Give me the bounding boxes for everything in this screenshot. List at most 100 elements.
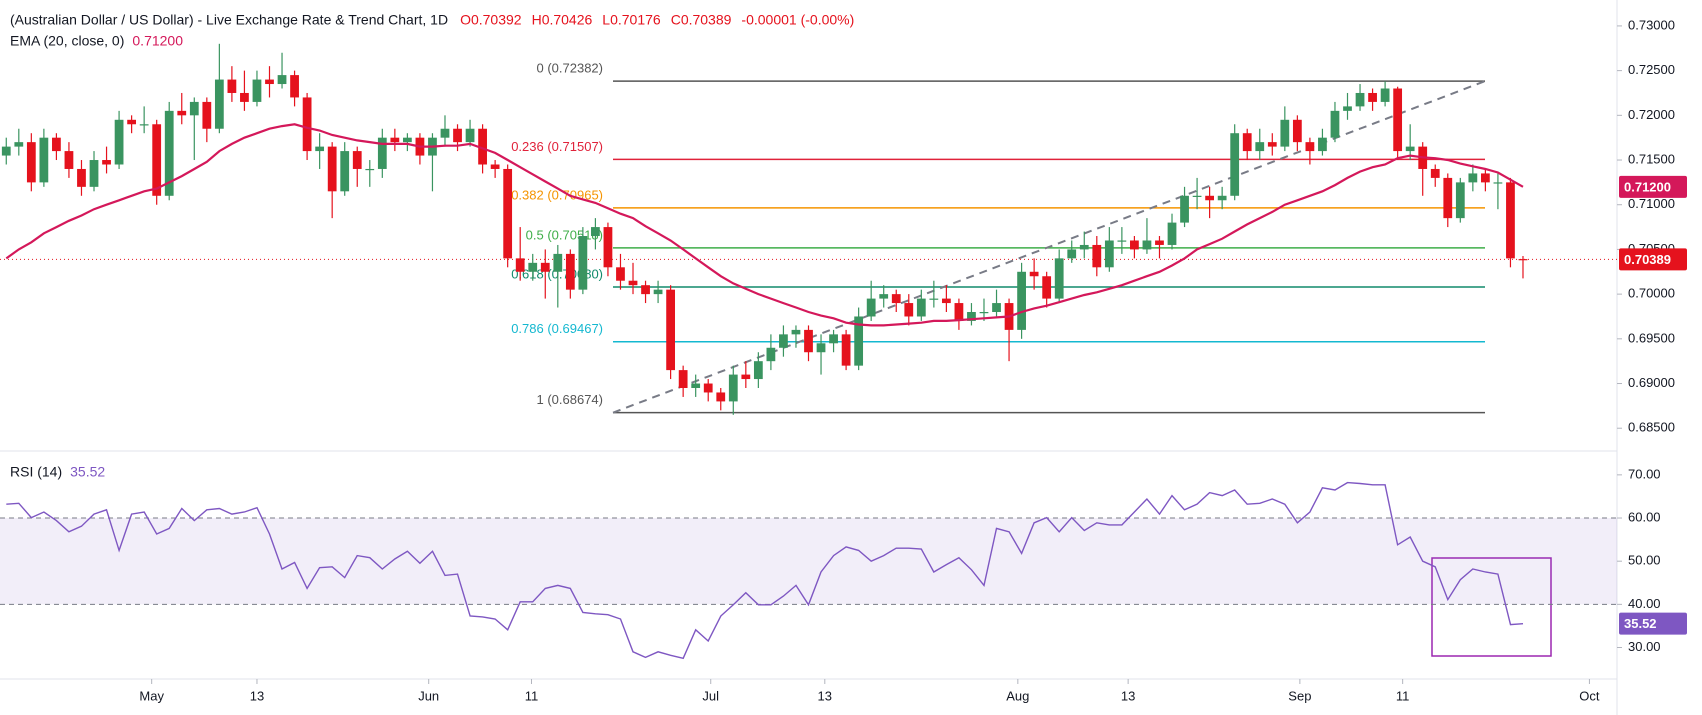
candle-body [453,128,462,143]
candle-body [290,75,299,98]
candle-body [1255,142,1265,152]
candle-body [1280,119,1290,147]
candle-body [1443,177,1453,219]
x-tick-label: 13 [818,688,832,703]
candle-body [252,79,262,102]
candle-body [1130,240,1139,250]
candle-body [1368,92,1377,102]
candle-body [691,383,701,388]
candle-body [540,262,550,272]
y-tick-label: 0.72000 [1628,107,1675,122]
candle-body [616,267,625,281]
candle-body [841,334,851,366]
candle-body [240,92,249,102]
candle-body [377,137,387,169]
y-tick-label: 0.69500 [1628,330,1675,345]
candle-body [177,110,187,116]
candle-body [1393,88,1403,152]
candle-body [1079,244,1089,250]
x-tick-label: Jun [418,688,439,703]
candle-body [1405,146,1415,152]
last-price-label: 0.70389 [1624,252,1671,267]
candle-body [302,97,312,152]
y-tick-label: 0.70000 [1628,286,1675,301]
candle-body [1217,195,1227,201]
candle-body [327,146,337,192]
candle-body [1468,173,1478,183]
y-tick-label: 0.68500 [1628,420,1675,435]
candle-body [365,168,375,171]
candle-body [967,312,976,321]
candle-body [954,303,964,321]
y-tick-label: 30.00 [1628,639,1661,654]
x-tick-label: 11 [525,688,539,703]
y-tick-label: 0.69000 [1628,375,1675,390]
candle-body [678,370,688,388]
candle-body [791,329,801,335]
candle-body [77,168,86,187]
candle-body [766,347,776,362]
candle-body [854,316,864,366]
candle-body [1067,249,1077,259]
fib-label: 1 (0.68674) [537,392,604,407]
candle-body [904,303,914,317]
candle-body [315,146,325,152]
candle-body [779,334,788,348]
ohlc-value: H0.70426 [532,12,593,28]
x-tick-label: 13 [1121,688,1135,703]
candle-body [992,303,1001,313]
x-tick-label: 11 [1396,688,1410,703]
candle-body [402,137,412,143]
candle-body [202,101,212,129]
candle-body [891,294,901,304]
x-tick-label: Sep [1288,688,1311,703]
candle-body [628,280,638,286]
y-tick-label: 0.72500 [1628,62,1675,77]
candle-body [490,164,500,169]
candle-body [578,236,588,290]
candle-body [979,312,989,314]
candle-body [64,151,74,169]
candle-body [52,137,61,152]
candle-body [716,392,726,402]
candle-body [1267,142,1277,147]
ema-line [5,123,1524,327]
candle-body [102,160,111,165]
candle-body [1142,240,1152,250]
rsi-value-label-badge [1619,612,1687,635]
candle-body [1380,88,1390,102]
candle-body [189,101,199,116]
fib-label: 0 (0.72382) [537,61,604,76]
ema-value-label-badge [1619,175,1687,198]
candle-body [929,298,939,300]
candle-body [1192,195,1202,197]
x-tick-label: May [139,688,164,703]
candle-body [515,258,525,272]
ema-legend-name: EMA (20, close, 0) [10,33,124,49]
candle-body [352,151,362,169]
candle-body [1230,133,1240,196]
y-tick-label: 0.71500 [1628,151,1675,166]
rsi-legend-value: 35.52 [70,464,105,480]
rsi-band-fill [0,518,1617,605]
candle-body [164,110,174,196]
candle-body [804,329,813,353]
candle-body [1318,137,1327,152]
x-tick-label: 13 [250,688,264,703]
candle-body [816,343,826,353]
candle-body [866,298,876,317]
candle-body [591,227,600,237]
candle-body [879,294,889,299]
y-tick-label: 40.00 [1628,596,1661,611]
ohlc-value: L0.70176 [602,12,661,28]
candle-body [14,142,24,147]
candle-body [753,361,763,380]
rsi-value-label: 35.52 [1624,616,1657,631]
candle-body [127,119,137,125]
candle-body [227,79,237,93]
candle-body [390,137,400,143]
candle-body [1430,168,1440,178]
